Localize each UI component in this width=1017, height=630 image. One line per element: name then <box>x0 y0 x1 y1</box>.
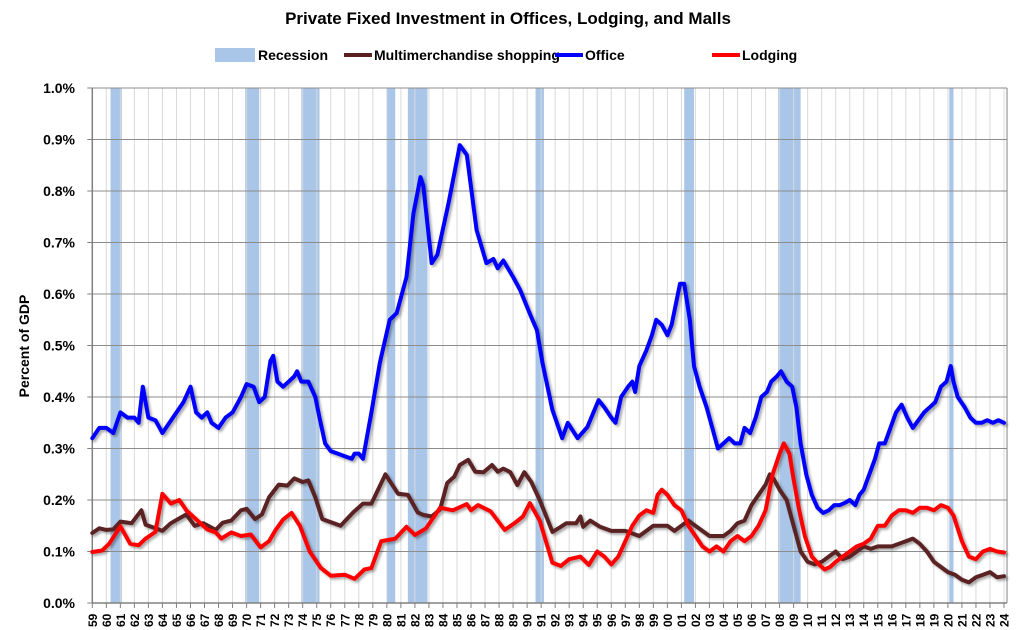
y-tick-label: 0.3% <box>43 441 75 457</box>
y-axis-label: Percent of GDP <box>16 295 32 398</box>
x-tick-label: 15 <box>871 613 885 627</box>
x-tick-label: 63 <box>142 613 156 627</box>
x-tick-label: 91 <box>535 613 549 627</box>
x-tick-label: 72 <box>268 613 282 627</box>
legend-swatch-recession <box>215 48 255 62</box>
x-tick-label: 21 <box>955 613 969 627</box>
chart-title: Private Fixed Investment in Offices, Lod… <box>285 9 731 28</box>
x-tick-label: 92 <box>549 613 563 627</box>
x-tick-label: 83 <box>422 613 436 627</box>
x-tick-label: 88 <box>493 613 507 627</box>
x-tick-label: 69 <box>226 613 240 627</box>
x-tick-label: 20 <box>941 613 955 627</box>
x-tick-label: 06 <box>745 613 759 627</box>
legend-label-recession: Recession <box>258 47 328 63</box>
y-tick-label: 0.5% <box>43 338 75 354</box>
x-tick-label: 62 <box>128 613 142 627</box>
x-tick-label: 67 <box>198 613 212 627</box>
x-tick-label: 13 <box>843 613 857 627</box>
y-tick-label: 0.9% <box>43 132 75 148</box>
y-tick-label: 0.1% <box>43 544 75 560</box>
x-tick-label: 90 <box>521 613 535 627</box>
x-tick-label: 14 <box>857 613 871 627</box>
x-tick-label: 64 <box>156 613 170 627</box>
x-tick-label: 70 <box>240 613 254 627</box>
x-tick-label: 93 <box>563 613 577 627</box>
axes: 0.0% 0.1% 0.2% 0.3% 0.4% 0.5% 0.6% 0.7% 0.8% 0.9%… <box>43 80 1011 627</box>
x-tick-label: 82 <box>408 613 422 627</box>
x-tick-label: 97 <box>619 613 633 627</box>
x-tick-label: 03 <box>703 613 717 627</box>
series-lines <box>90 143 1006 585</box>
x-tick-label: 89 <box>507 613 521 627</box>
x-tick-label: 08 <box>773 613 787 627</box>
y-tick-label: 0.6% <box>43 286 75 302</box>
x-tick-label: 78 <box>352 613 366 627</box>
series-line-office <box>90 143 1006 515</box>
x-tick-label: 95 <box>591 613 605 627</box>
y-tick-label: 0.4% <box>43 389 75 405</box>
x-tick-label: 65 <box>170 613 184 627</box>
x-tick-label: 24 <box>998 613 1012 627</box>
x-tick-label: 73 <box>282 613 296 627</box>
x-tick-label: 19 <box>927 613 941 627</box>
x-tick-label: 96 <box>605 613 619 627</box>
x-tick-label: 59 <box>86 613 100 627</box>
legend: Recession Multimerchandise shopping Office… <box>215 47 797 63</box>
x-tick-label: 75 <box>310 613 324 627</box>
x-tick-label: 74 <box>296 613 310 627</box>
x-tick-label: 85 <box>450 613 464 627</box>
x-tick-label: 22 <box>969 613 983 627</box>
x-tick-label: 66 <box>184 613 198 627</box>
legend-label-series: Office <box>585 47 625 63</box>
x-tick-label: 00 <box>661 613 675 627</box>
x-tick-label: 79 <box>366 613 380 627</box>
x-tick-label: 07 <box>759 613 773 627</box>
y-tick-label: 0.2% <box>43 492 75 508</box>
y-tick-label: 1.0% <box>43 80 75 96</box>
x-tick-label: 81 <box>394 613 408 627</box>
x-tick-label: 10 <box>801 613 815 627</box>
x-tick-label: 04 <box>717 613 731 627</box>
x-tick-label: 11 <box>815 614 829 627</box>
x-tick-label: 60 <box>100 613 114 627</box>
x-tick-label: 01 <box>675 613 689 627</box>
gridlines <box>92 87 1007 604</box>
x-tick-label: 61 <box>114 613 128 627</box>
x-tick-label: 23 <box>983 613 997 627</box>
x-tick-label: 86 <box>465 613 479 627</box>
legend-label-series: Lodging <box>742 47 797 63</box>
x-tick-label: 18 <box>913 613 927 627</box>
x-tick-label: 02 <box>689 613 703 627</box>
x-tick-label: 94 <box>577 613 591 627</box>
x-tick-label: 87 <box>479 613 493 627</box>
x-tick-label: 09 <box>787 613 801 627</box>
x-tick-label: 68 <box>212 613 226 627</box>
x-tick-label: 84 <box>436 613 450 627</box>
x-tick-label: 98 <box>633 613 647 627</box>
x-tick-label: 80 <box>380 613 394 627</box>
x-tick-label: 71 <box>254 613 268 627</box>
y-tick-label: 0.0% <box>43 595 75 611</box>
y-tick-label: 0.7% <box>43 235 75 251</box>
x-tick-label: 16 <box>885 613 899 627</box>
x-tick-label: 76 <box>324 613 338 627</box>
x-tick-label: 12 <box>829 613 843 627</box>
y-tick-label: 0.8% <box>43 183 75 199</box>
x-tick-label: 05 <box>731 613 745 627</box>
series-line-multimerchandise-shopping <box>90 457 1006 585</box>
x-tick-label: 77 <box>338 613 352 627</box>
series-line-lodging <box>90 441 1006 581</box>
x-tick-label: 99 <box>647 613 661 627</box>
x-tick-label: 17 <box>899 613 913 627</box>
legend-label-series: Multimerchandise shopping <box>374 47 560 63</box>
